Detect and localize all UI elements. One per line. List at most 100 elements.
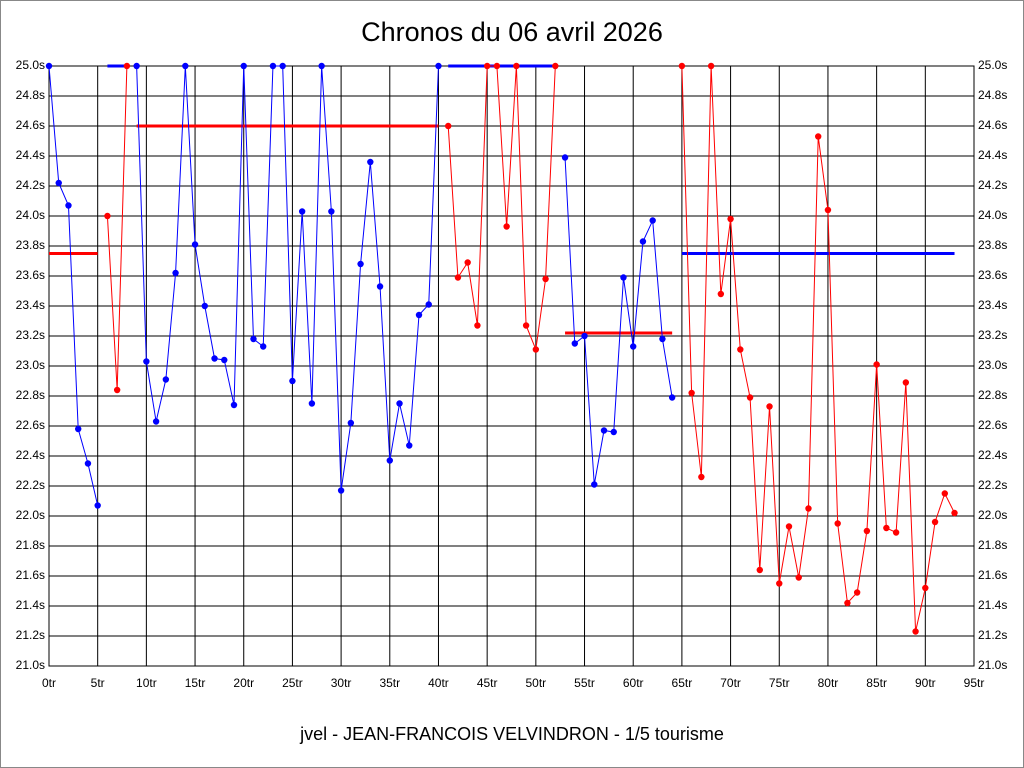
- point: [269, 62, 277, 70]
- y2-tick-label: 22.0s: [978, 508, 1007, 522]
- point: [824, 206, 832, 214]
- point: [639, 238, 647, 245]
- y-tick-label: 23.0s: [16, 358, 45, 372]
- point: [211, 355, 218, 362]
- point: [834, 520, 841, 527]
- point: [863, 527, 871, 535]
- point: [221, 356, 228, 364]
- y2-tick-label: 22.8s: [978, 388, 1007, 402]
- y-tick-label: 21.8s: [16, 538, 45, 552]
- y-tick-label: 24.2s: [16, 178, 45, 192]
- point: [610, 428, 617, 436]
- y-tick-label: 25.0s: [16, 58, 45, 72]
- point: [250, 335, 257, 343]
- point: [503, 223, 510, 230]
- point: [55, 179, 62, 187]
- x-tick-label: 85tr: [866, 676, 887, 690]
- point: [143, 358, 150, 365]
- point: [795, 574, 802, 581]
- point: [386, 457, 393, 464]
- point: [65, 202, 72, 209]
- x-tick-label: 50tr: [525, 676, 546, 690]
- y2-tick-label: 24.6s: [978, 118, 1007, 132]
- point: [649, 217, 656, 224]
- point: [727, 215, 734, 223]
- point: [844, 599, 851, 607]
- point: [133, 62, 140, 70]
- point: [552, 62, 559, 70]
- point: [785, 523, 793, 530]
- x-tick-label: 25tr: [282, 676, 303, 690]
- point: [75, 425, 82, 433]
- point: [805, 505, 812, 512]
- y2-tick-label: 22.4s: [978, 448, 1007, 462]
- point: [298, 208, 306, 215]
- y2-tick-label: 23.6s: [978, 268, 1007, 282]
- point: [941, 490, 948, 497]
- y-tick-label: 24.6s: [16, 118, 45, 132]
- point: [152, 418, 160, 425]
- y-tick-label: 24.8s: [16, 88, 45, 102]
- y2-tick-label: 22.2s: [978, 478, 1007, 492]
- y2-tick-label: 23.8s: [978, 238, 1007, 252]
- point: [84, 460, 92, 467]
- y-tick-label: 23.4s: [16, 298, 45, 312]
- x-tick-label: 10tr: [136, 676, 157, 690]
- point: [367, 158, 374, 166]
- point: [396, 400, 403, 407]
- point: [493, 62, 501, 70]
- point: [357, 260, 364, 268]
- point: [902, 379, 910, 386]
- point: [94, 502, 101, 509]
- y2-tick-label: 24.4s: [978, 148, 1007, 162]
- point: [308, 400, 316, 407]
- y-tick-label: 22.8s: [16, 388, 45, 402]
- x-tick-label: 75tr: [769, 676, 790, 690]
- y2-tick-label: 25.0s: [978, 58, 1007, 72]
- y2-tick-label: 23.2s: [978, 328, 1007, 342]
- point: [766, 403, 773, 410]
- point: [659, 335, 666, 343]
- y2-tick-label: 21.6s: [978, 568, 1007, 582]
- y-tick-label: 24.0s: [16, 208, 45, 222]
- x-tick-label: 80tr: [818, 676, 839, 690]
- x-tick-label: 70tr: [720, 676, 741, 690]
- point: [951, 509, 958, 517]
- series-line: [48, 65, 99, 506]
- y2-tick-label: 24.0s: [978, 208, 1007, 222]
- point: [707, 62, 715, 70]
- point: [591, 481, 598, 488]
- point: [630, 343, 637, 350]
- point: [425, 301, 432, 308]
- point: [337, 487, 345, 494]
- point: [191, 241, 199, 248]
- point: [113, 386, 121, 394]
- y2-tick-label: 21.4s: [978, 598, 1007, 612]
- y2-tick-label: 21.0s: [978, 658, 1007, 672]
- x-tick-label: 15tr: [185, 676, 206, 690]
- series-line: [136, 65, 439, 491]
- point: [45, 62, 53, 70]
- y2-tick-label: 21.2s: [978, 628, 1007, 642]
- point: [873, 361, 880, 368]
- chart-title: Chronos du 06 avril 2026: [361, 17, 663, 47]
- point: [104, 212, 111, 220]
- point: [240, 62, 247, 70]
- x-tick-label: 65tr: [672, 676, 693, 690]
- point: [746, 394, 754, 401]
- x-tick-label: 60tr: [623, 676, 644, 690]
- x-tick-label: 20tr: [233, 676, 254, 690]
- point: [406, 442, 413, 449]
- x-tick-label: 45tr: [477, 676, 498, 690]
- y2-tick-label: 24.2s: [978, 178, 1007, 192]
- point: [445, 122, 452, 130]
- point: [853, 589, 861, 596]
- x-tick-label: 0tr: [42, 676, 56, 690]
- point: [483, 62, 491, 70]
- x-tick-label: 90tr: [915, 676, 936, 690]
- y-tick-label: 24.4s: [16, 148, 45, 162]
- point: [688, 389, 695, 397]
- point: [347, 419, 355, 427]
- y2-tick-label: 22.6s: [978, 418, 1007, 432]
